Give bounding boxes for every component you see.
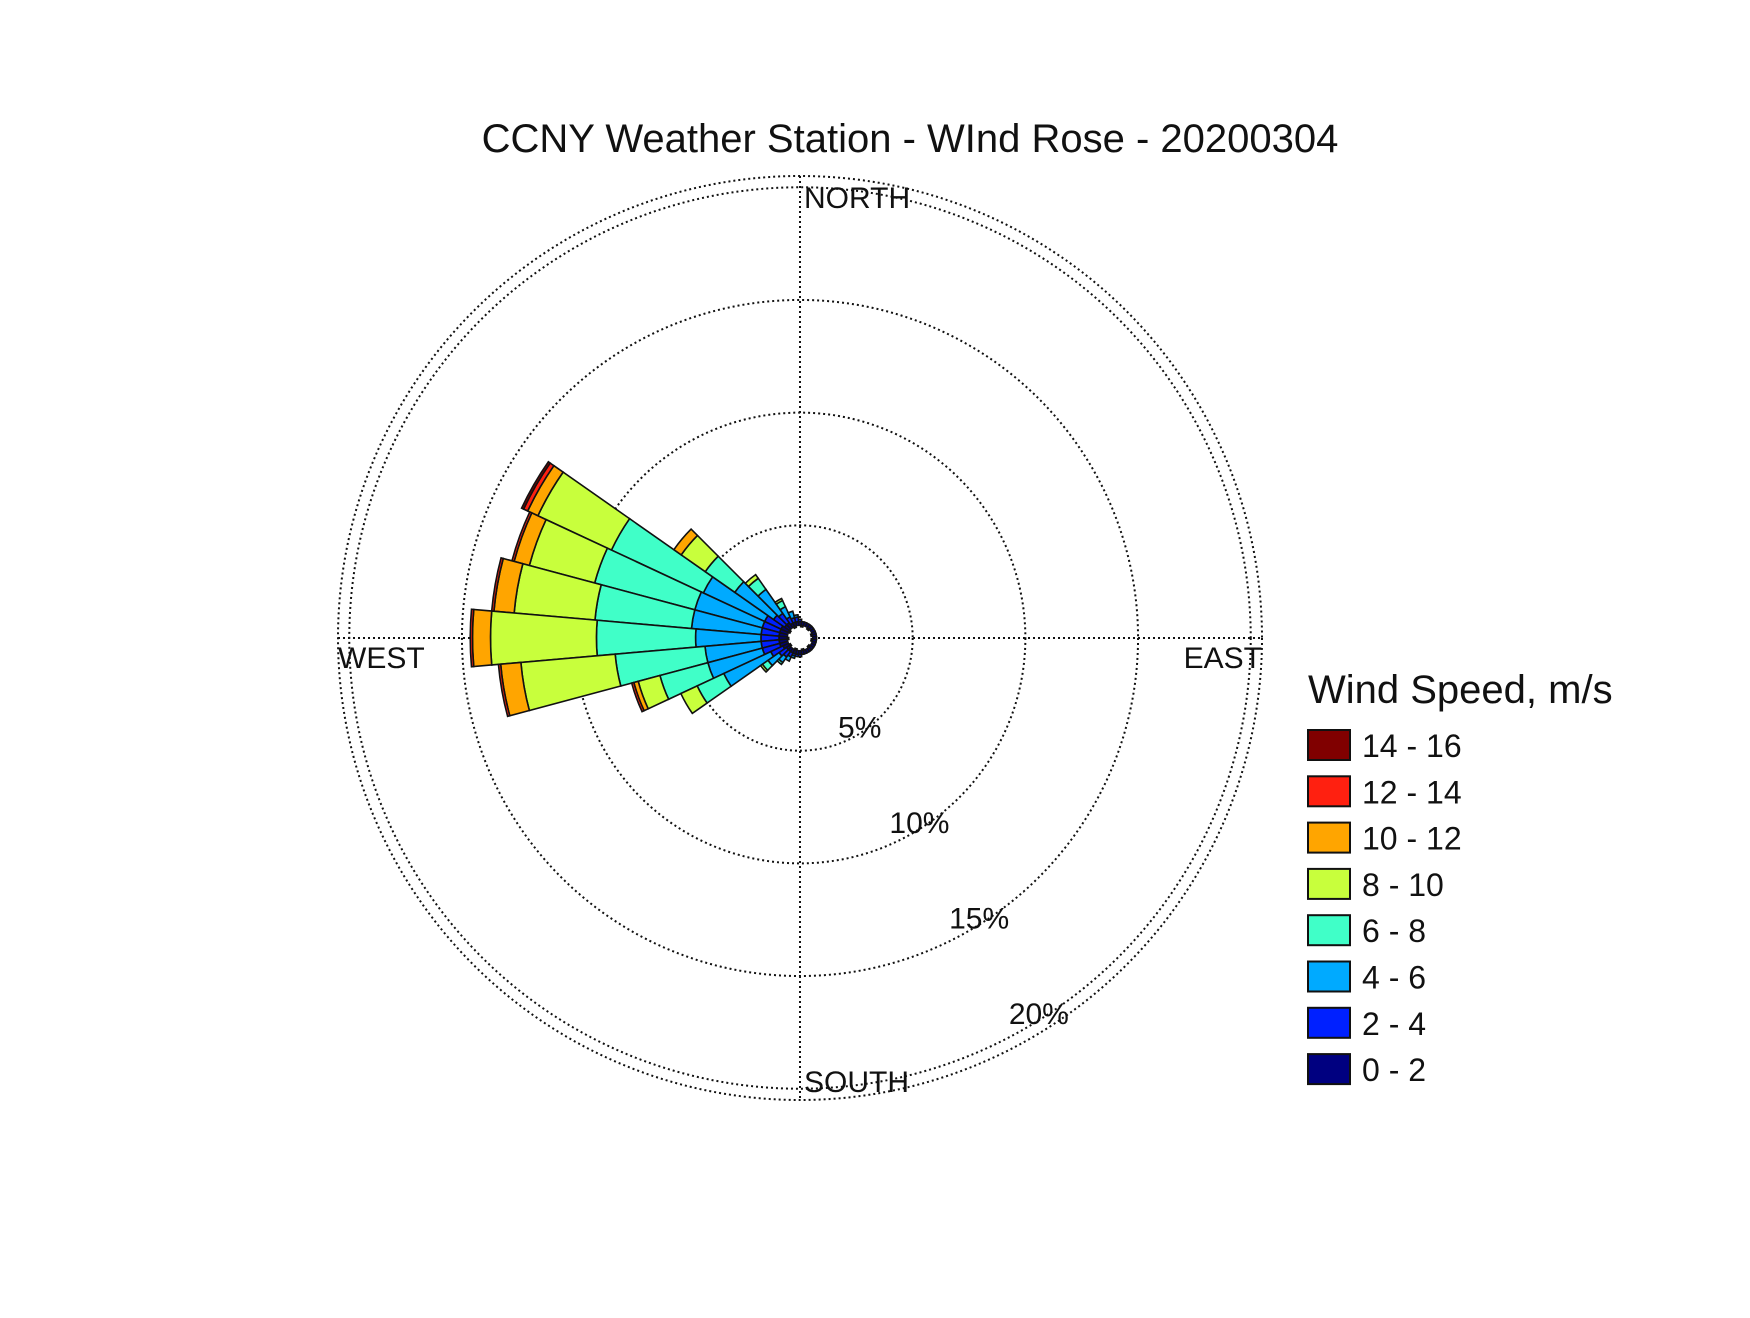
sector-310 [672, 527, 793, 633]
legend-swatch [1307, 960, 1351, 993]
chart-title: CCNY Weather Station - WInd Rose - 20200… [482, 117, 1339, 161]
sector-250 [630, 640, 791, 713]
sector-290 [510, 510, 791, 636]
bar-segment [792, 613, 800, 619]
wind-rose-bars [469, 460, 818, 718]
sector-230 [759, 643, 793, 674]
direction-label-north: NORTH [804, 182, 910, 215]
legend-label: 12 - 14 [1362, 774, 1462, 810]
legend-label: 0 - 2 [1362, 1052, 1426, 1088]
radial-tick-label-1: 10% [889, 807, 949, 840]
radial-tick-label-0: 5% [838, 712, 881, 745]
bar-segment [776, 658, 784, 666]
legend-label: 14 - 16 [1362, 728, 1462, 764]
legend-swatch [1307, 1006, 1351, 1039]
radial-tick-label-2: 15% [949, 903, 1009, 936]
legend: Wind Speed, m/s 14 - 16 12 - 14 10 - 12 8 -… [1307, 668, 1613, 1088]
radial-tick-label-3: 20% [1009, 998, 1069, 1031]
sector-240 [679, 642, 792, 715]
legend-title: Wind Speed, m/s [1308, 668, 1613, 712]
bar-segment [510, 510, 533, 563]
bar-segment [672, 527, 699, 556]
bar-segment [787, 610, 796, 621]
direction-label-west: WEST [338, 642, 425, 675]
sector-270 [469, 608, 789, 668]
bar-segment [630, 681, 646, 713]
bar-segment [790, 653, 797, 660]
radial-tick-labels: 5% 10% 15% 20% [838, 712, 1069, 1032]
bar-segment [497, 663, 511, 718]
legend-swatch [1307, 914, 1351, 947]
legend-items: 14 - 16 12 - 14 10 - 12 8 - 10 6 - 8 4 - 6 2 -… [1307, 728, 1462, 1088]
bar-segment [784, 654, 793, 663]
calm-circle [786, 624, 814, 652]
bar-segment [471, 608, 493, 668]
legend-swatch [1307, 775, 1351, 808]
sector-330 [773, 597, 796, 630]
bar-segment [469, 608, 475, 668]
legend-swatch [1307, 1053, 1351, 1086]
bar-segment [744, 573, 760, 588]
legend-swatch [1307, 729, 1351, 761]
bar-segment [520, 460, 552, 511]
direction-label-east: EAST [1184, 642, 1262, 675]
bar-segment [797, 618, 803, 623]
bar-segment [679, 684, 709, 715]
bar-segment [759, 663, 769, 674]
legend-label: 10 - 12 [1362, 821, 1462, 857]
legend-label: 6 - 8 [1362, 913, 1426, 949]
legend-swatch [1307, 821, 1351, 854]
legend-label: 2 - 4 [1362, 1006, 1426, 1042]
sector-260 [497, 638, 790, 718]
legend-swatch [1307, 867, 1351, 900]
grid-circle-0 [686, 524, 914, 752]
sector-280 [490, 556, 790, 638]
direction-label-south: SOUTH [804, 1066, 909, 1099]
bar-segment [490, 556, 505, 613]
bar-segment [773, 597, 784, 606]
legend-label: 4 - 6 [1362, 960, 1426, 996]
legend-label: 8 - 10 [1362, 867, 1444, 903]
